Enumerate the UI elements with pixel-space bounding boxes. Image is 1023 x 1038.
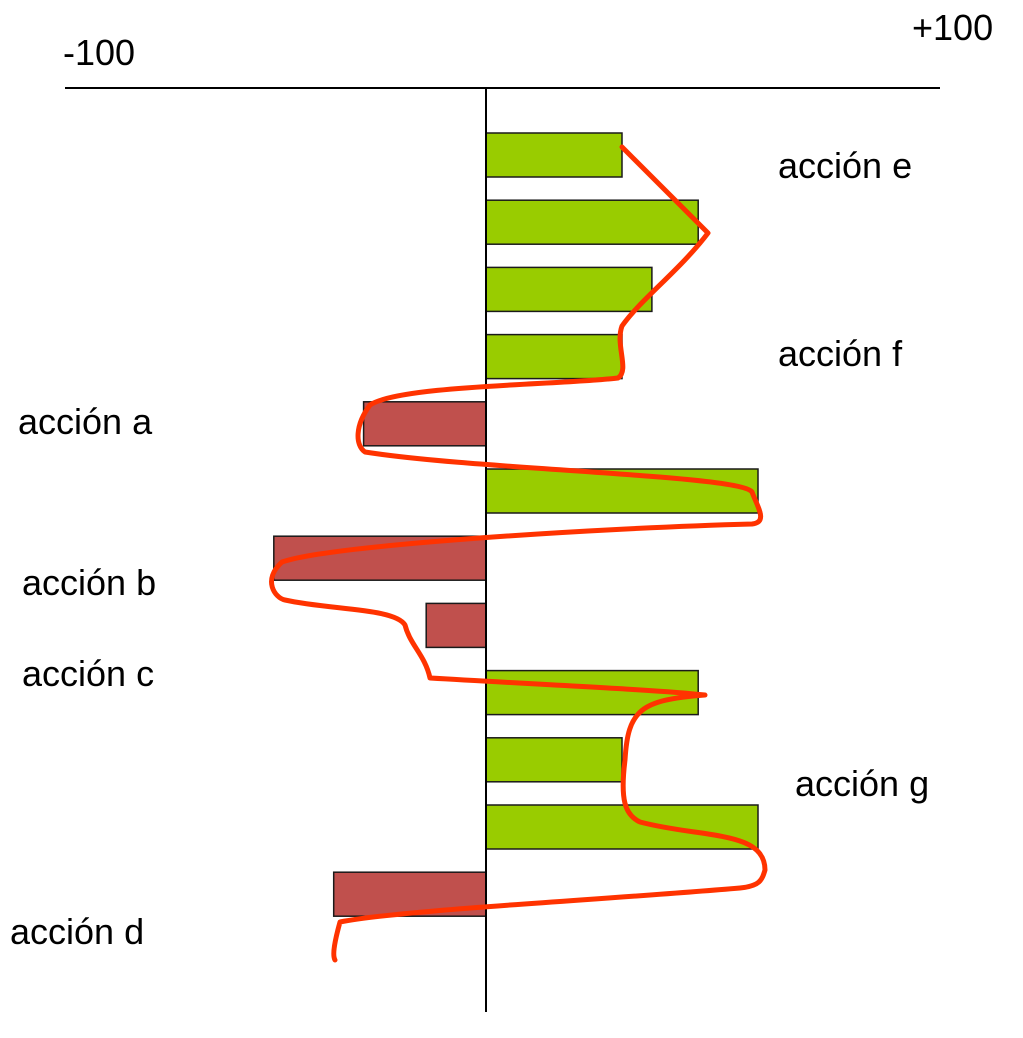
bar-8 <box>426 603 486 647</box>
bar-5 <box>364 402 486 446</box>
bar-10 <box>486 738 622 782</box>
bar-3 <box>486 267 652 311</box>
tick-label-max: +100 <box>912 7 993 48</box>
bar-4 <box>486 335 622 379</box>
bar-1 <box>486 133 622 177</box>
bar-11 <box>486 805 758 849</box>
annotation-accion-b: acción b <box>22 562 156 603</box>
bar-2 <box>486 200 698 244</box>
annotation-accion-d: acción d <box>10 911 144 952</box>
annotation-accion-f: acción f <box>778 333 903 374</box>
annotation-accion-g: acción g <box>795 763 929 804</box>
tick-label-min: -100 <box>63 32 135 73</box>
annotation-accion-e: acción e <box>778 145 912 186</box>
annotation-accion-c: acción c <box>22 653 154 694</box>
annotation-accion-a: acción a <box>18 401 153 442</box>
